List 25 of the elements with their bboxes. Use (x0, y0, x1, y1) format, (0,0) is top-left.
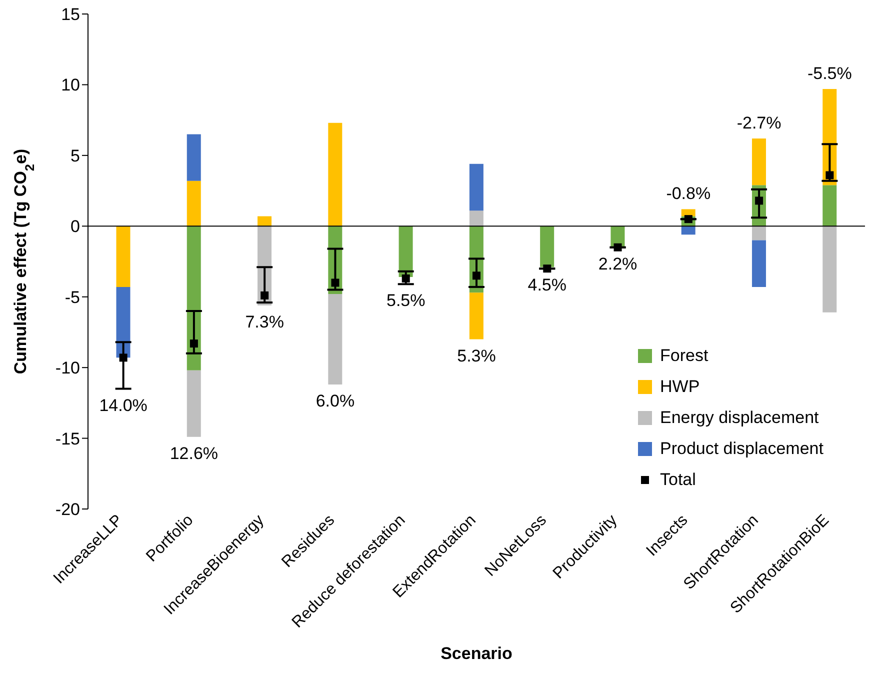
annotation: -0.8% (666, 184, 711, 204)
annotation: 4.5% (528, 276, 567, 295)
annotation: 14.0% (99, 396, 148, 415)
y-tick-label: -5 (64, 288, 80, 307)
y-tick-label: -20 (55, 500, 80, 520)
y-tick-label: -10 (55, 358, 80, 378)
annotation: 2.2% (598, 254, 638, 274)
annotation: -2.7% (736, 113, 782, 132)
legend-label: Energy displacement (660, 408, 819, 428)
annotation: 5.3% (457, 346, 496, 366)
y-tick-label: 15 (61, 5, 80, 24)
legend-label: HWP (660, 376, 700, 396)
annotation: 7.3% (245, 312, 284, 332)
legend-label: Total (660, 470, 696, 490)
annotation: 12.6% (170, 444, 218, 463)
annotation: 5.5% (386, 291, 426, 310)
legend-label: Forest (660, 346, 708, 366)
y-tick-label: 5 (70, 146, 80, 166)
annotation: 6.0% (316, 392, 355, 411)
y-tick-label: 0 (70, 217, 80, 236)
x-axis-title: Scenario (440, 644, 512, 663)
y-tick-label: 10 (61, 76, 80, 95)
annotation: -5.5% (807, 64, 852, 83)
y-tick-label: -15 (55, 429, 80, 448)
legend-label: Product displacement (660, 438, 824, 458)
